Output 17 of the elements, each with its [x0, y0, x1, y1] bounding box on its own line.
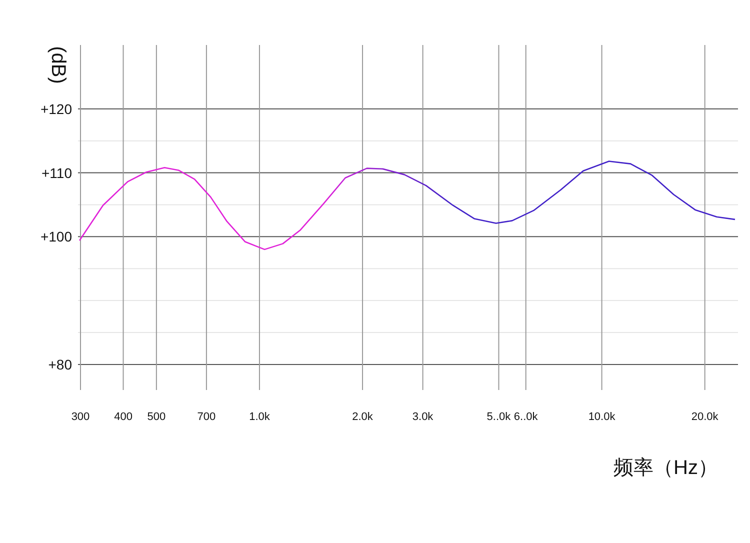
x-tick-label: 20.0k — [691, 411, 719, 423]
x-tick-label: 6..0k — [514, 411, 538, 423]
x-tick-label: 10.0k — [588, 411, 616, 423]
x-tick-label: 400 — [114, 411, 132, 423]
x-tick-label: 300 — [71, 411, 90, 423]
y-tick-label: +120 — [40, 100, 72, 117]
x-tick-label: 5..0k — [486, 411, 512, 423]
y-tick-label: +110 — [42, 164, 72, 181]
y-tick-label: +80 — [48, 356, 72, 372]
x-tick-label: 1.0k — [249, 411, 270, 423]
x-tick-label: 3.0k — [412, 411, 434, 423]
y-axis-title: (dB) — [47, 46, 69, 84]
x-tick-label: 500 — [147, 411, 166, 423]
y-tick-label: +100 — [40, 228, 72, 245]
x-tick-label: 700 — [197, 411, 216, 423]
x-tick-label: 2.0k — [352, 411, 374, 423]
x-axis-title: 频率（Hz） — [614, 457, 718, 479]
